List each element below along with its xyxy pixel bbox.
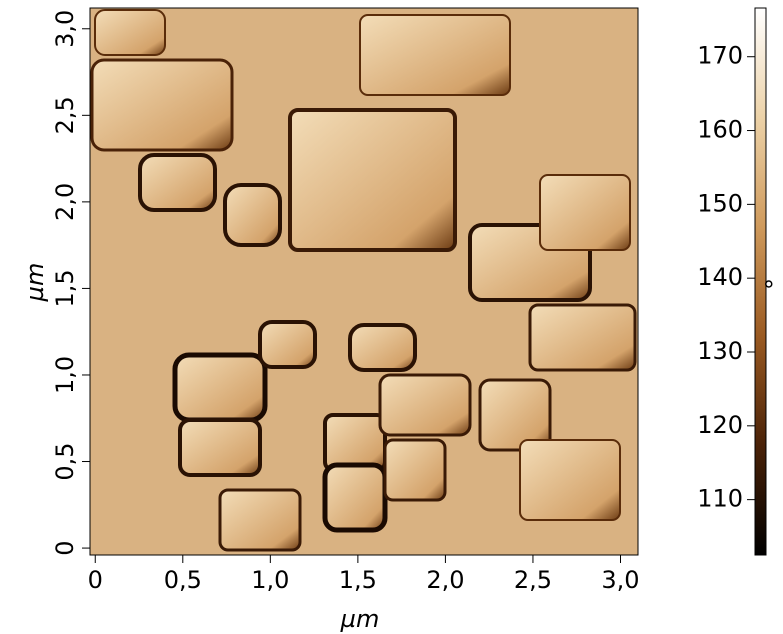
x-axis-label: µm xyxy=(340,605,380,633)
colorbar-tick-label: 120 xyxy=(697,411,743,439)
y-tick-label: 2,0 xyxy=(51,183,79,221)
afm-image xyxy=(90,8,638,555)
colorbar-label: ° xyxy=(761,278,783,290)
y-axis-label: µm xyxy=(21,263,49,303)
y-tick-label: 1,5 xyxy=(51,269,79,307)
colorbar-tick-label: 110 xyxy=(697,485,743,513)
colorbar-tick-label: 160 xyxy=(697,116,743,144)
x-tick-label: 0,5 xyxy=(164,566,202,594)
x-tick-label: 2,5 xyxy=(514,566,552,594)
x-tick-label: 1,0 xyxy=(251,566,289,594)
colorbar-tick-label: 130 xyxy=(697,337,743,365)
y-tick-label: 0,5 xyxy=(51,442,79,480)
x-tick-label: 0 xyxy=(88,566,103,594)
y-tick-label: 2,5 xyxy=(51,96,79,134)
colorbar-tick-label: 140 xyxy=(697,263,743,291)
colorbar-tick-label: 170 xyxy=(697,42,743,70)
y-tick-label: 0 xyxy=(51,540,79,555)
colorbar-tick-label: 150 xyxy=(697,189,743,217)
chart: µm µm ° 0 0,5 1,0 1,5 2,0 2,5 3,0 0 0,5 1,0 1,5 2,0… xyxy=(0,0,783,634)
x-tick-label: 2,0 xyxy=(426,566,464,594)
x-tick-label: 3,0 xyxy=(601,566,639,594)
y-tick-label: 3,0 xyxy=(51,10,79,48)
y-tick-label: 1,0 xyxy=(51,356,79,394)
x-tick-label: 1,5 xyxy=(339,566,377,594)
